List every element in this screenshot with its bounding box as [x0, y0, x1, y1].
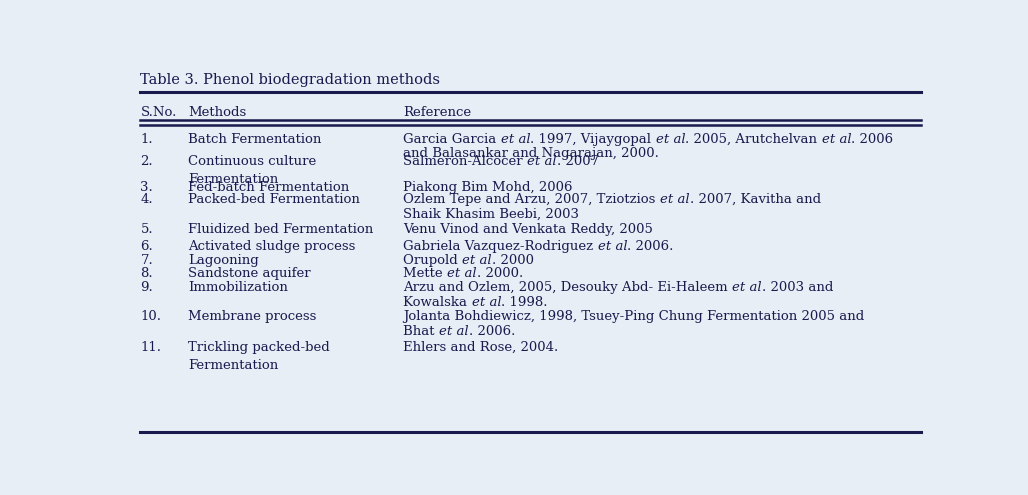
Text: et al: et al	[732, 281, 762, 294]
Text: Salmeron-Alcocer: Salmeron-Alcocer	[403, 155, 527, 168]
Text: Ehlers and Rose, 2004.: Ehlers and Rose, 2004.	[403, 341, 558, 354]
Text: . 2006: . 2006	[851, 133, 893, 146]
Text: Venu Vinod and Venkata Reddy, 2005: Venu Vinod and Venkata Reddy, 2005	[403, 223, 653, 236]
Text: and Balasankar and Nagarajan, 2000.: and Balasankar and Nagarajan, 2000.	[403, 147, 659, 160]
Text: Orupold: Orupold	[403, 254, 463, 267]
Text: Mette: Mette	[403, 267, 447, 280]
Text: Trickling packed-bed
Fermentation: Trickling packed-bed Fermentation	[188, 341, 330, 372]
Text: Reference: Reference	[403, 106, 472, 119]
Text: 6.: 6.	[141, 240, 153, 252]
Text: et al: et al	[501, 133, 530, 146]
Text: Fluidized bed Fermentation: Fluidized bed Fermentation	[188, 223, 373, 236]
Text: Fed-batch Fermentation: Fed-batch Fermentation	[188, 181, 350, 194]
Text: 2.: 2.	[141, 155, 153, 168]
Text: Jolanta Bohdiewicz, 1998, Tsuey-Ping Chung Fermentation 2005 and: Jolanta Bohdiewicz, 1998, Tsuey-Ping Chu…	[403, 310, 865, 323]
Text: et al: et al	[527, 155, 557, 168]
Text: S.No.: S.No.	[141, 106, 177, 119]
Text: et al: et al	[660, 193, 690, 206]
Text: Arzu and Ozlem, 2005, Desouky Abd- Ei-Haleem: Arzu and Ozlem, 2005, Desouky Abd- Ei-Ha…	[403, 281, 732, 294]
Text: Kowalska: Kowalska	[403, 296, 472, 309]
Text: et al: et al	[439, 325, 469, 338]
Text: Sandstone aquifer: Sandstone aquifer	[188, 267, 310, 280]
Text: Membrane process: Membrane process	[188, 310, 317, 323]
Text: Activated sludge process: Activated sludge process	[188, 240, 356, 252]
Text: . 2006.: . 2006.	[469, 325, 515, 338]
Text: . 2007, Kavitha and: . 2007, Kavitha and	[690, 193, 820, 206]
Text: 1.: 1.	[141, 133, 153, 146]
Text: . 2006.: . 2006.	[627, 240, 673, 252]
Text: Piakong Bim Mohd, 2006: Piakong Bim Mohd, 2006	[403, 181, 573, 194]
Text: Methods: Methods	[188, 106, 247, 119]
Text: 4.: 4.	[141, 193, 153, 206]
Text: Batch Fermentation: Batch Fermentation	[188, 133, 322, 146]
Text: 8.: 8.	[141, 267, 153, 280]
Text: Gabriela Vazquez-Rodriguez: Gabriela Vazquez-Rodriguez	[403, 240, 597, 252]
Text: 9.: 9.	[141, 281, 153, 294]
Text: . 2003 and: . 2003 and	[762, 281, 834, 294]
Text: 11.: 11.	[141, 341, 161, 354]
Text: . 2000.: . 2000.	[477, 267, 523, 280]
Text: Ozlem Tepe and Arzu, 2007, Tziotzios: Ozlem Tepe and Arzu, 2007, Tziotzios	[403, 193, 660, 206]
Text: et al: et al	[472, 296, 502, 309]
Text: . 2007: . 2007	[557, 155, 599, 168]
Text: 7.: 7.	[141, 254, 153, 267]
Text: Table 3. Phenol biodegradation methods: Table 3. Phenol biodegradation methods	[141, 73, 440, 87]
Text: Immobilization: Immobilization	[188, 281, 288, 294]
Text: Bhat: Bhat	[403, 325, 439, 338]
Text: et al: et al	[821, 133, 851, 146]
Text: Garcia Garcia: Garcia Garcia	[403, 133, 501, 146]
Text: Shaik Khasim Beebi, 2003: Shaik Khasim Beebi, 2003	[403, 207, 580, 220]
Text: et al: et al	[447, 267, 477, 280]
Text: . 2005, Arutchelvan: . 2005, Arutchelvan	[686, 133, 821, 146]
Text: 5.: 5.	[141, 223, 153, 236]
Text: 3.: 3.	[141, 181, 153, 194]
Text: et al: et al	[463, 254, 492, 267]
Text: Lagooning: Lagooning	[188, 254, 259, 267]
Text: . 1998.: . 1998.	[502, 296, 548, 309]
Text: . 2000: . 2000	[492, 254, 534, 267]
Text: 10.: 10.	[141, 310, 161, 323]
Text: Continuous culture
Fermentation: Continuous culture Fermentation	[188, 155, 317, 187]
Text: et al: et al	[597, 240, 627, 252]
Text: . 1997, Vijaygopal: . 1997, Vijaygopal	[530, 133, 656, 146]
Text: et al: et al	[656, 133, 686, 146]
Text: Packed-bed Fermentation: Packed-bed Fermentation	[188, 193, 360, 206]
